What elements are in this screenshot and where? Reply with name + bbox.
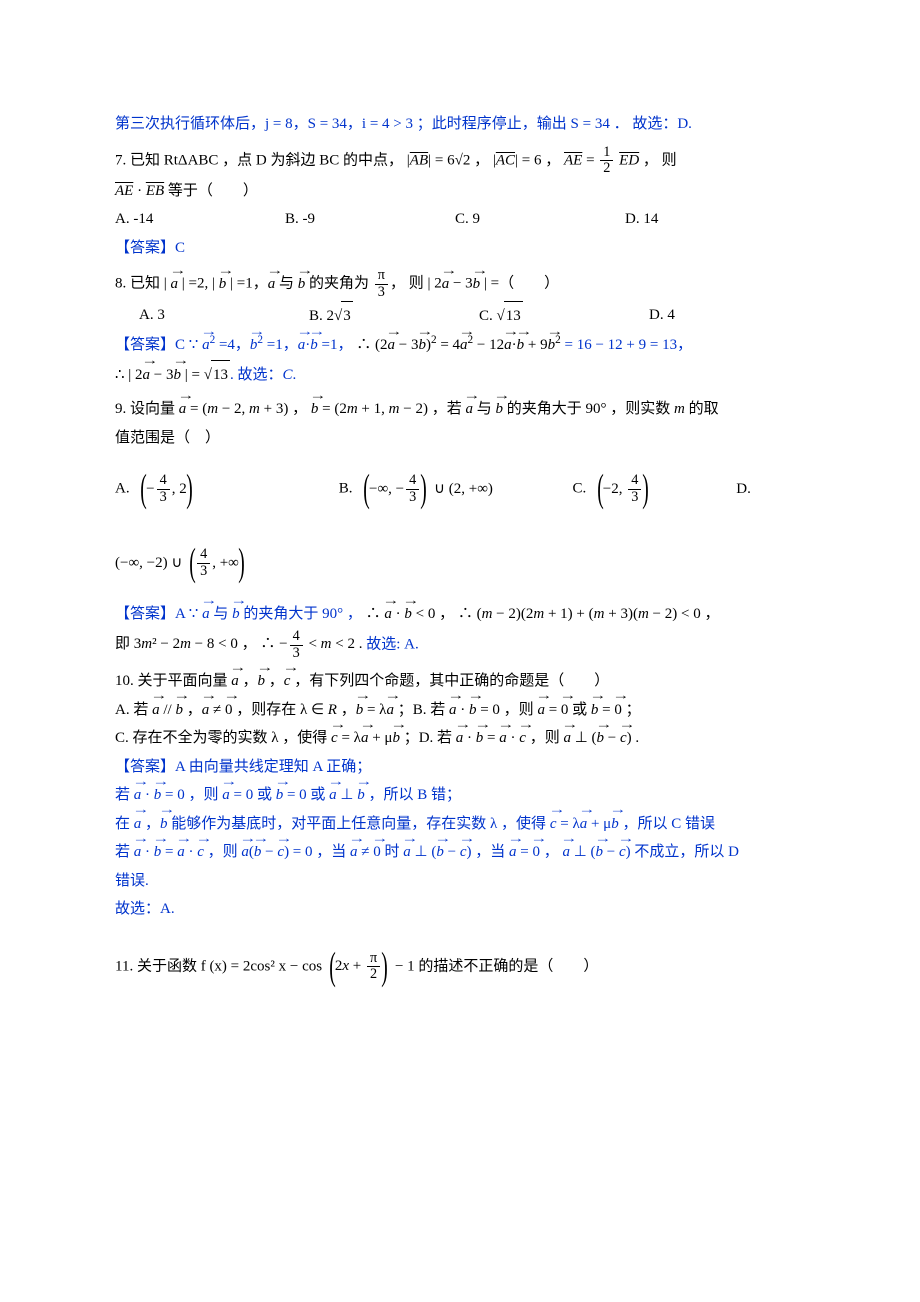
q8-choice-a: A. 3 [139,301,309,331]
q8-answer-2: ∴ | 2a − 3b | = √13. 故选：C. [115,360,805,390]
vec-ED: ED [619,152,639,168]
vec-EB: EB [146,183,164,199]
vec-AE: AE [564,152,582,168]
q7-choice-a: A. -14 [115,205,285,234]
q10-ans5: 错误. [115,867,805,896]
q7-choice-c: C. 9 [455,205,625,234]
q9-stem-2: 值范围是（ ） [115,424,805,453]
q9-choice-a: A. (−43, 2) [115,452,335,526]
q10-ans4: 若 a · b = a · c ，则 a(b − c) = 0 ，当 a ≠ 0… [115,838,805,867]
frac-half: 12 [600,145,613,177]
q9-choice-d-label: D. [736,475,751,504]
q9-choice-c: C. (−2, 43) [573,452,733,526]
q9-answer-2: 即 3m² − 2m − 8 < 0 ， ∴ −43 < m < 2 . 故选:… [115,629,805,661]
q9-answer-1: 【答案】A ∵ a 与 b 的夹角大于 90° ， ∴ a · b < 0 ， … [115,600,805,629]
vec-AE2: AE [115,183,133,199]
question-11: 11. 关于函数 f (x) = 2cos² x − cos (2x + π2)… [115,930,805,1004]
vec-AC: AC [496,152,515,168]
q9-choice-b: B. (−∞, −43) ∪ (2, +∞) [339,452,569,526]
q7-stem-a: 7. 已知 RtΔABC ，点 D 为斜边 BC 的中点， [115,152,403,168]
q7-line2: AE · EB 等于（ ） [115,177,805,206]
q8-choice-d: D. 4 [649,301,769,331]
question-8: 8. 已知 | a | =2, | b | =1，a 与 b 的夹角为 π3， … [115,268,805,300]
q6-solution-tail: 第三次执行循环体后，j = 8，S = 34，i = 4 > 3 ；此时程序停止… [115,110,805,139]
q10-ans1: 【答案】A 由向量共线定理知 A 正确； [115,753,805,782]
vec-AB: AB [410,152,428,168]
question-9: 9. 设向量 a = (m − 2, m + 3) ， b = (2m + 1,… [115,395,805,424]
question-7: 7. 已知 RtΔABC ，点 D 为斜边 BC 的中点， |AB| = 6√2… [115,145,805,177]
q7-choice-d: D. 14 [625,205,745,234]
q7-choices: A. -14 B. -9 C. 9 D. 14 [115,205,805,234]
q10-ans6: 故选：A. [115,895,805,924]
q8-answer-1: 【答案】C ∵ a2 =4，b2 =1，a·b =1， ∴ (2a − 3b)2… [115,330,805,360]
q9-choices-row1: A. (−43, 2) B. (−∞, −43) ∪ (2, +∞) C. (−… [115,452,805,526]
q10-line-cd: C. 存在不全为零的实数 λ ，使得 c = λa + μb ；D. 若 a ·… [115,724,805,753]
q10-ans2: 若 a · b = 0 ，则 a = 0 或 b = 0 或 a ⊥ b ，所以… [115,781,805,810]
q9-choice-d-body: (−∞, −2) ∪ (43, +∞) [115,526,805,600]
q7-choice-b: B. -9 [285,205,455,234]
